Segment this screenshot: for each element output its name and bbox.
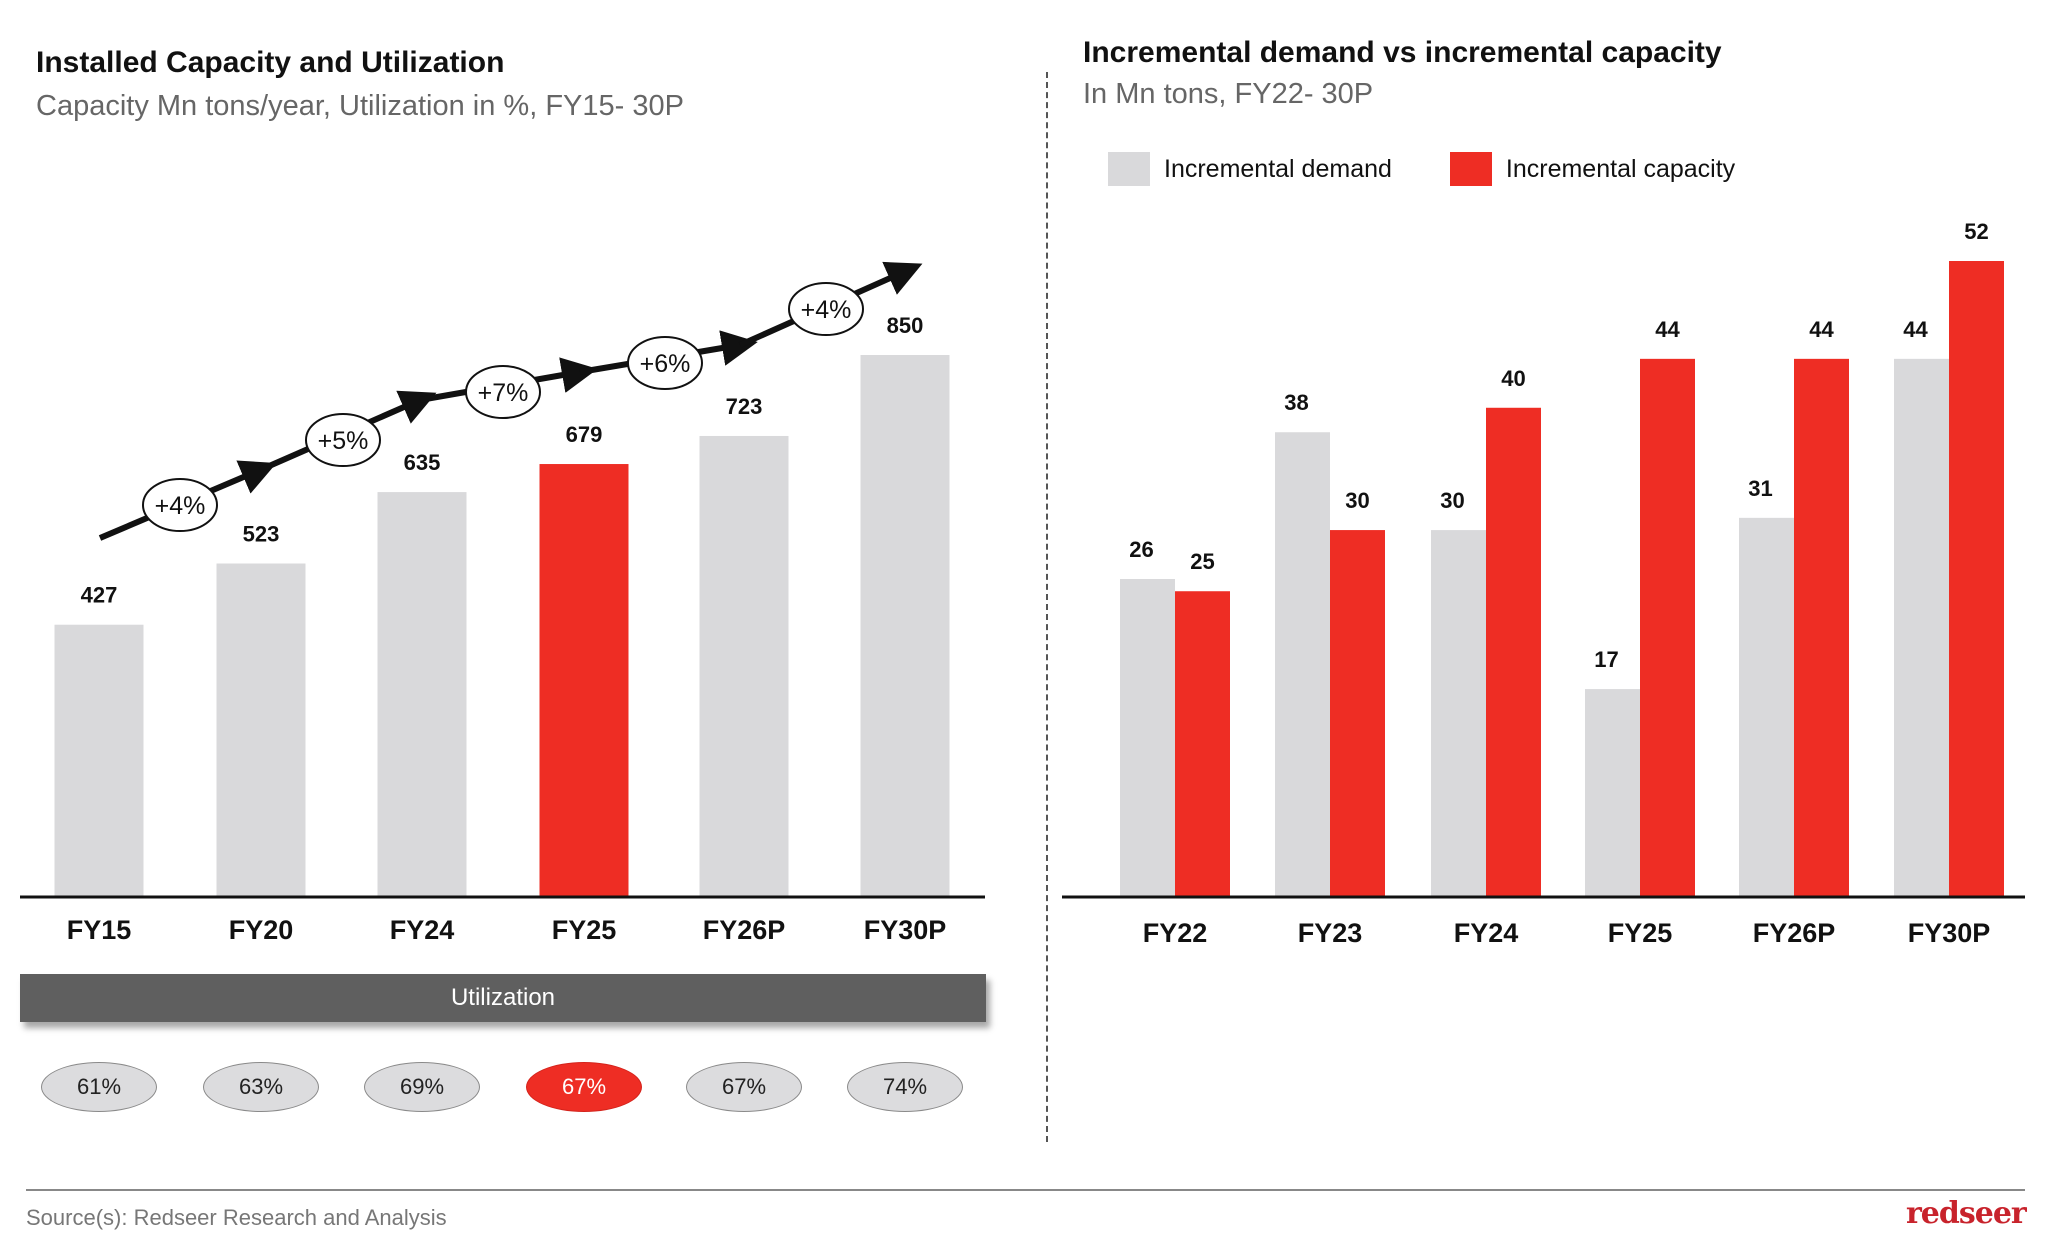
capacity-bar-fy23 [1330,530,1385,897]
x-tick-label: FY24 [390,915,455,945]
demand-value-label: 26 [1129,537,1153,562]
capacity-bar-fy15 [54,624,144,897]
right-chart-title: Incremental demand vs incremental capaci… [1083,36,1722,69]
x-tick-label: FY20 [229,915,294,945]
capacity-value-label: 850 [887,313,924,338]
utilization-pill-fy30p: 74% [847,1062,963,1112]
legend: Incremental demand Incremental capacity [1108,152,1735,186]
legend-swatch-demand [1108,152,1150,186]
x-tick-label: FY15 [67,915,132,945]
left-chart: 427 FY15 523 FY20 635 FY24 679 FY25 723 FY26P 850 F… [20,313,985,945]
capacity-value-label: 679 [566,422,603,447]
redseer-logo: redseer [1906,1196,2027,1231]
capacity-value-label: 25 [1190,549,1214,574]
capacity-value-label: 523 [243,522,280,547]
demand-bar-fy22 [1120,579,1175,897]
growth-arrow: +4% +5% +7% +6% +4% [98,261,923,541]
capacity-bar-fy26p [1794,358,1849,897]
left-chart-subtitle: Capacity Mn tons/year, Utilization in %,… [36,90,684,122]
capacity-bar-fy20 [216,563,306,897]
utilization-pill-fy20: 63% [203,1062,319,1112]
growth-rate-label: +5% [318,427,369,455]
capacity-value-label: 427 [81,583,118,608]
growth-bubble [627,336,703,390]
x-tick-label: FY25 [1608,918,1673,948]
capacity-bar-fy24 [1486,407,1541,897]
capacity-bar-fy24 [377,492,467,897]
capacity-bar-fy30p [1949,261,2004,897]
capacity-value-label: 44 [1655,317,1680,342]
utilization-pill-fy25: 67% [526,1062,642,1112]
capacity-value-label: 40 [1501,366,1525,391]
x-tick-label: FY23 [1298,918,1363,948]
growth-rate-label: +7% [478,379,529,407]
demand-value-label: 44 [1903,317,1928,342]
growth-bubble [305,413,381,467]
demand-value-label: 17 [1594,647,1618,672]
x-tick-label: FY24 [1454,918,1519,948]
growth-bubble [465,365,541,419]
legend-label-demand: Incremental demand [1164,154,1392,183]
x-tick-label: FY30P [1908,918,1991,948]
demand-bar-fy25 [1585,689,1640,897]
capacity-bar-fy25 [539,464,629,897]
demand-bar-fy26p [1739,517,1794,897]
demand-value-label: 31 [1748,476,1772,501]
capacity-bar-fy30p [860,355,950,897]
legend-label-capacity: Incremental capacity [1505,154,1736,183]
utilization-band: Utilization [20,974,986,1022]
capacity-value-label: 44 [1809,317,1834,342]
legend-swatch-capacity [1449,152,1492,186]
demand-bar-fy23 [1275,432,1330,897]
capacity-bar-fy26p [699,435,789,897]
panel-divider [1046,72,1048,1142]
growth-rate-label: +4% [155,492,206,520]
x-tick-label: FY26P [1753,918,1836,948]
growth-bubble [788,282,864,336]
source-note: Source(s): Redseer Research and Analysis [26,1205,447,1230]
demand-bar-fy30p [1894,358,1949,897]
demand-value-label: 38 [1284,390,1308,415]
capacity-value-label: 635 [404,450,441,475]
utilization-pill-fy15: 61% [41,1062,157,1112]
left-chart-title: Installed Capacity and Utilization [36,46,505,79]
capacity-value-label: 52 [1964,219,1988,244]
x-tick-label: FY25 [552,915,617,945]
demand-value-label: 30 [1440,488,1464,513]
footer-divider [26,1189,2025,1191]
x-tick-label: FY26P [703,915,786,945]
utilization-label: Utilization [450,984,556,1011]
demand-bar-fy24 [1431,530,1486,897]
capacity-bar-fy22 [1175,591,1230,897]
growth-rate-label: +4% [801,296,852,324]
capacity-value-label: 30 [1345,488,1369,513]
x-tick-label: FY22 [1143,918,1208,948]
capacity-value-label: 723 [726,394,763,419]
x-tick-label: FY30P [864,915,947,945]
capacity-bar-fy25 [1640,358,1695,897]
right-chart-subtitle: In Mn tons, FY22- 30P [1083,78,1374,110]
growth-bubble [142,478,218,532]
utilization-pill-fy24: 69% [364,1062,480,1112]
growth-rate-label: +6% [640,350,691,378]
utilization-pill-fy26p: 67% [686,1062,802,1112]
right-chart: 26 25 FY22 38 30 FY23 30 40 FY24 17 44 FY25 31 44 FY26… [1062,219,2025,948]
